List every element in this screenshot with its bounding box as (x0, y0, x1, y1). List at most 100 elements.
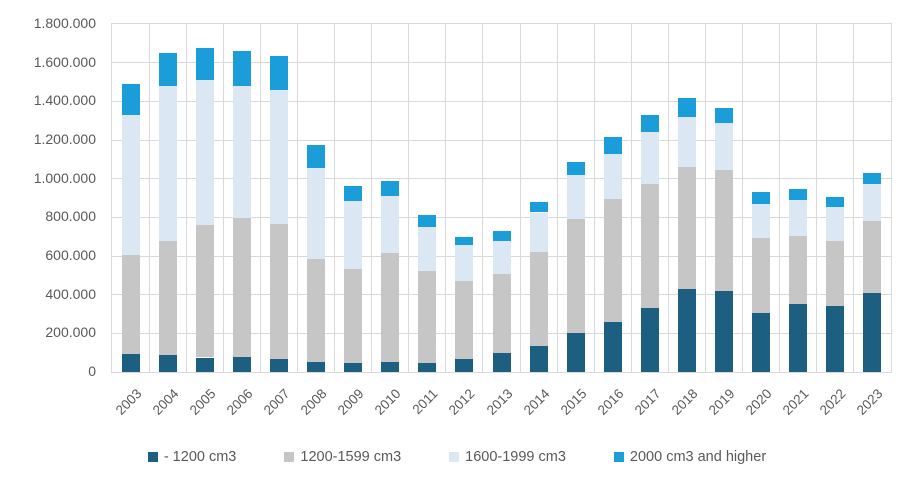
bar-2010-1200-cm3 (381, 362, 400, 372)
bar-2023-1200-cm3 (863, 292, 882, 372)
y-axis-tick-label: 1.200.000 (33, 131, 96, 147)
bar-2022-2000-cm3-and-higher (826, 197, 845, 207)
bar-2016-1600-1999-cm3 (603, 153, 622, 199)
bar-2011-1600-1999-cm3 (418, 227, 437, 271)
gridline-vertical (259, 24, 261, 372)
bar-2009-1200-cm3 (344, 363, 363, 372)
gridline-vertical (630, 24, 632, 372)
y-axis-tick-label: 0 (88, 363, 96, 379)
gridline-vertical (334, 24, 336, 372)
bar-2014-1200-1599-cm3 (529, 252, 548, 346)
bar-2022-1600-1999-cm3 (826, 206, 845, 241)
bar-2022-1200-1599-cm3 (826, 240, 845, 307)
bar-2009-1600-1999-cm3 (344, 200, 363, 269)
bar-2011-1200-cm3 (418, 363, 437, 372)
bar-2014-1600-1999-cm3 (529, 212, 548, 253)
gridline-vertical (816, 24, 818, 372)
bar-2023-1600-1999-cm3 (863, 184, 882, 222)
legend-label: 1200-1599 cm3 (300, 449, 402, 465)
bar-2019-1600-1999-cm3 (715, 122, 734, 170)
bar-2009-1200-1599-cm3 (344, 268, 363, 364)
bar-2003-1600-1999-cm3 (121, 114, 140, 256)
bar-2016-2000-cm3-and-higher (603, 137, 622, 154)
bar-2020-2000-cm3-and-higher (752, 192, 771, 204)
bar-2012-1200-1599-cm3 (455, 281, 474, 360)
gridline-vertical (667, 24, 669, 372)
bar-2008-2000-cm3-and-higher (307, 144, 326, 169)
bar-2005-1600-1999-cm3 (195, 80, 214, 226)
bar-2015-1600-1999-cm3 (566, 174, 585, 220)
y-axis-tick-label: 600.000 (45, 247, 96, 263)
bar-2006-1200-cm3 (232, 356, 251, 372)
bar-2007-1200-cm3 (269, 359, 288, 372)
bar-2010-1200-1599-cm3 (381, 253, 400, 363)
bar-2016-1200-1599-cm3 (603, 198, 622, 322)
bar-2005-1200-cm3 (195, 357, 214, 372)
bar-2015-2000-cm3-and-higher (566, 162, 585, 175)
bar-2004-2000-cm3-and-higher (158, 53, 177, 86)
bar-2013-1200-cm3 (492, 352, 511, 372)
gridline-horizontal (112, 62, 891, 64)
gridline-vertical (296, 24, 298, 372)
bar-2007-1600-1999-cm3 (269, 89, 288, 225)
legend-color-swatch (284, 452, 295, 462)
bar-2015-1200-cm3 (566, 333, 585, 372)
bar-2021-2000-cm3-and-higher (789, 189, 808, 200)
legend-label: 1600-1999 cm3 (465, 449, 566, 465)
bar-2021-1200-1599-cm3 (789, 235, 808, 305)
bar-2007-2000-cm3-and-higher (269, 55, 288, 90)
bar-2005-1200-1599-cm3 (195, 225, 214, 358)
bar-2018-1200-1599-cm3 (677, 167, 696, 289)
bar-2005-2000-cm3-and-higher (195, 48, 214, 81)
y-axis-tick-label: 1.400.000 (33, 92, 96, 109)
bar-2017-2000-cm3-and-higher (640, 114, 659, 133)
bar-2013-1200-1599-cm3 (492, 274, 511, 353)
gridline-horizontal (112, 100, 891, 102)
bar-2010-2000-cm3-and-higher (381, 180, 400, 197)
legend: - 1200 cm3 1200-1599 cm3 1600-1999 cm3 2000… (0, 449, 914, 465)
bar-2006-2000-cm3-and-higher (232, 51, 251, 86)
bar-2017-1600-1999-cm3 (640, 132, 659, 185)
legend-item: - 1200 cm3 (147, 449, 237, 465)
y-axis-tick-label: 1.600.000 (33, 53, 96, 70)
legend-item: 1200-1599 cm3 (284, 449, 401, 465)
legend-color-swatch (147, 452, 158, 462)
bar-2011-1200-1599-cm3 (418, 270, 437, 364)
bar-2017-1200-cm3 (640, 308, 659, 372)
bar-2012-1200-cm3 (455, 359, 474, 372)
y-axis-tick-label: 1.000.000 (33, 169, 96, 186)
gridline-horizontal (112, 216, 891, 218)
bar-2019-2000-cm3-and-higher (715, 108, 734, 123)
bar-2008-1600-1999-cm3 (307, 168, 326, 259)
legend-item: 1600-1999 cm3 (449, 449, 566, 465)
bar-2011-2000-cm3-and-higher (418, 215, 437, 227)
gridline-vertical (556, 24, 558, 372)
gridline-vertical (408, 24, 410, 372)
bar-2014-2000-cm3-and-higher (529, 201, 548, 213)
bar-2020-1600-1999-cm3 (752, 203, 771, 238)
bar-2012-1600-1999-cm3 (455, 245, 474, 282)
bar-2018-1600-1999-cm3 (677, 116, 696, 168)
legend-label: - 1200 cm3 (163, 449, 237, 465)
legend-label: 2000 cm3 and higher (629, 449, 767, 465)
gridline-vertical (519, 24, 521, 372)
gridline-vertical (742, 24, 744, 372)
legend-color-swatch (449, 452, 460, 462)
bar-2014-1200-cm3 (529, 345, 548, 372)
bar-2016-1200-cm3 (603, 321, 622, 372)
bar-2020-1200-cm3 (752, 313, 771, 372)
bar-2006-1600-1999-cm3 (232, 85, 251, 219)
bar-2008-1200-1599-cm3 (307, 258, 326, 363)
bar-2013-1600-1999-cm3 (492, 240, 511, 275)
gridline-vertical (445, 24, 447, 372)
y-axis-tick-label: 200.000 (45, 324, 96, 341)
bar-2018-1200-cm3 (677, 288, 696, 372)
gridline-vertical (705, 24, 707, 372)
bar-2012-2000-cm3-and-higher (455, 236, 474, 246)
bar-2006-1200-1599-cm3 (232, 218, 251, 357)
bar-2003-1200-cm3 (121, 353, 140, 372)
gridline-vertical (371, 24, 373, 372)
bar-2015-1200-1599-cm3 (566, 219, 585, 334)
bar-2007-1200-1599-cm3 (269, 224, 288, 360)
bar-2004-1200-1599-cm3 (158, 240, 177, 355)
